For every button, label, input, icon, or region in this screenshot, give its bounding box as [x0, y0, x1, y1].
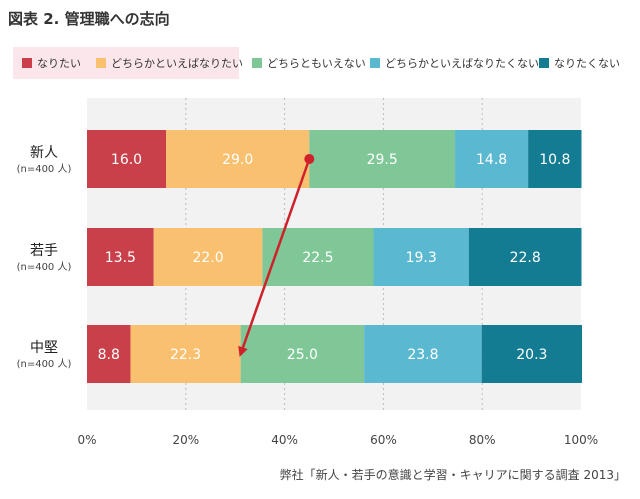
- category-sublabel: (n=400 人): [17, 163, 72, 175]
- bar-segment: [153, 228, 263, 286]
- legend-label: どちらかといえばなりたい: [111, 57, 243, 70]
- category-sublabel: (n=400 人): [17, 261, 72, 273]
- x-tick-label: 60%: [370, 433, 397, 447]
- bar-value-label: 10.8: [539, 152, 570, 168]
- bar-value-label: 25.0: [287, 347, 318, 363]
- bar-segment: [528, 130, 582, 188]
- legend-highlight: [13, 47, 239, 79]
- tick-labels-group: 0% 20% 40% 60% 80% 100%: [77, 433, 598, 447]
- legend-label: どちらともいえない: [267, 57, 366, 70]
- legend-swatch: [370, 58, 380, 68]
- bar-value-label: 22.0: [192, 250, 223, 266]
- bar-segment: [309, 130, 456, 188]
- bar-segment: [87, 130, 167, 188]
- legend: なりたい どちらかといえばなりたい どちらともいえない どちらかといえばなりたくない な…: [22, 57, 620, 70]
- bar-segment: [364, 325, 482, 383]
- x-tick-label: 40%: [271, 433, 298, 447]
- x-tick-label: 20%: [172, 433, 199, 447]
- category-label: 中堅: [30, 340, 58, 356]
- x-tick-label: 80%: [469, 433, 496, 447]
- value-labels-group: 16.0 29.0 29.5 14.8 10.8 13.5 22.0 22.5 19.3 22.8…: [98, 152, 571, 363]
- bar-value-label: 22.5: [302, 250, 333, 266]
- bar-value-label: 19.3: [406, 250, 437, 266]
- legend-swatch: [22, 58, 32, 68]
- bar-value-label: 22.8: [510, 250, 541, 266]
- bar-segment: [87, 228, 154, 286]
- category-label: 新人: [30, 145, 58, 161]
- bar-segment: [240, 325, 365, 383]
- arrow-line: [238, 158, 311, 357]
- category-sublabel: (n=400 人): [17, 358, 72, 370]
- source-note: 弊社「新人・若手の意識と学習・キャリアに関する調査 2013」: [279, 468, 626, 482]
- bar-value-label: 20.3: [516, 347, 547, 363]
- legend-swatch: [252, 58, 262, 68]
- bar-value-label: 16.0: [111, 152, 142, 168]
- bar-value-label: 8.8: [98, 347, 120, 363]
- trend-arrow: [238, 154, 315, 357]
- bar-segment: [481, 325, 582, 383]
- arrow-start-dot: [304, 154, 315, 164]
- bar-segment: [166, 130, 310, 188]
- bars-group: [87, 130, 582, 383]
- bar-value-label: 29.0: [222, 152, 253, 168]
- legend-label: なりたい: [37, 57, 81, 70]
- legend-swatch: [96, 58, 106, 68]
- bar-value-label: 14.8: [476, 152, 507, 168]
- legend-label: どちらかといえばなりたくない: [385, 57, 539, 70]
- bar-segment: [373, 228, 469, 286]
- bar-segment: [455, 130, 529, 188]
- x-tick-label: 0%: [77, 433, 96, 447]
- category-label: 若手: [30, 243, 58, 259]
- bar-segment: [468, 228, 582, 286]
- legend-label: なりたくない: [554, 57, 620, 70]
- bar-value-label: 13.5: [105, 250, 136, 266]
- bar-segment: [130, 325, 241, 383]
- x-tick-label: 100%: [564, 433, 598, 447]
- chart-title: 図表 2. 管理職への志向: [8, 10, 170, 28]
- legend-swatch: [539, 58, 549, 68]
- bar-value-label: 29.5: [367, 152, 398, 168]
- bar-value-label: 22.3: [170, 347, 201, 363]
- category-labels-group: 新人 (n=400 人) 若手 (n=400 人) 中堅 (n=400 人): [17, 145, 72, 370]
- bar-value-label: 23.8: [407, 347, 438, 363]
- bar-segment: [87, 325, 131, 383]
